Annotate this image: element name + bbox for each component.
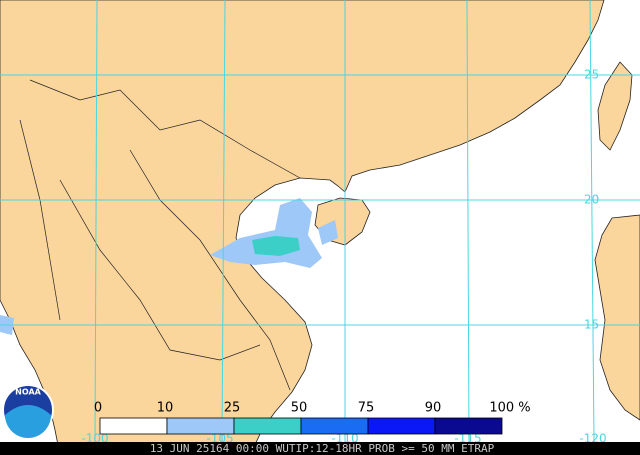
footer-text: 13 JUN 25164 00:00 WUTIP:12-18HR PROB >=… [150,442,495,455]
legend-swatch [99,417,168,435]
legend-swatch [166,417,235,435]
footer-bar [0,442,640,455]
rain-light [0,198,338,335]
legend-label: 100 % [489,401,530,416]
legend-swatch [300,417,369,435]
legend: 0 10 25 50 75 90 100 % [94,401,531,435]
legend-label: 10 [157,401,174,416]
legend-label: 50 [291,401,308,416]
legend-label: 90 [425,401,442,416]
meridian [589,0,595,443]
legend-label: 0 [94,401,102,416]
luzon [594,214,640,421]
logo-text: NOAA [15,388,41,397]
rain-teal [252,236,300,256]
borders [19,79,301,391]
legend-swatch [434,417,503,435]
grid [0,0,640,443]
lat-label: 25 [584,68,599,82]
legend-label: 75 [358,401,375,416]
legend-swatch [233,417,302,435]
legend-label: 25 [224,401,241,416]
logo-wave [5,405,51,438]
taiwan [597,61,633,151]
lat-label: 15 [584,318,599,332]
meridian [221,0,226,443]
logo: NOAA [2,384,54,438]
meridian [94,0,98,443]
legend-swatch [367,417,436,435]
lat-label: 20 [584,193,599,207]
meridian [466,0,470,443]
